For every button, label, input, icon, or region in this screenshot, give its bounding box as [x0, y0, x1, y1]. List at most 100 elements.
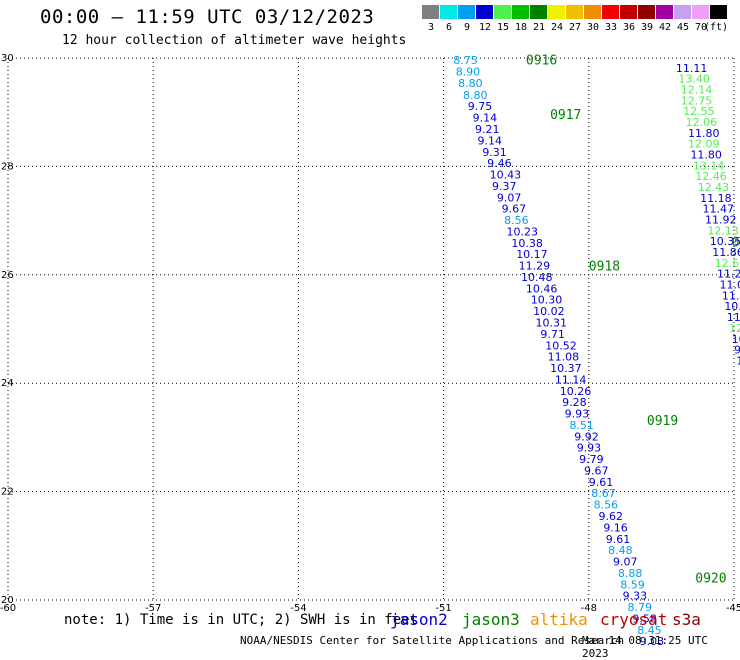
time-label: 0917 [550, 108, 581, 123]
x-tick-label: -60 [0, 603, 16, 614]
wave-height-value: 10.38 [511, 237, 543, 250]
legend-label: 9 [463, 22, 471, 33]
legend-swatch [656, 5, 673, 19]
sat-cryosat-label: cryosat [600, 610, 668, 629]
wave-height-value: 8.67 [591, 487, 616, 500]
wave-height-value: 9.93 [577, 442, 602, 455]
wave-height-value: 11.86 [712, 246, 740, 259]
legend-label: 45 [676, 22, 690, 33]
wave-height-value: 9.79 [579, 453, 604, 466]
y-tick-label: 24 [1, 378, 14, 389]
wave-height-value: 12.55 [683, 105, 715, 118]
wave-height-value: 12.09 [688, 138, 720, 151]
wave-height-value: 11.14 [555, 373, 587, 386]
time-label: 0 [732, 235, 740, 250]
wave-height-value: 9.46 [487, 157, 512, 170]
wave-height-value: 9.14 [473, 112, 498, 125]
legend-unit: (ft) [703, 22, 729, 33]
legend-label: 12 [478, 22, 492, 33]
wave-height-value: 10.43 [490, 169, 521, 182]
wave-height-value: 10.02 [533, 305, 565, 318]
wave-height-value: 12.06 [686, 116, 718, 129]
wave-height-value: 12.46 [695, 170, 727, 183]
time-label: 0916 [526, 54, 557, 69]
legend-swatch [602, 5, 619, 19]
legend-label: 15 [496, 22, 510, 33]
wave-height-value: 8.51 [569, 419, 594, 432]
y-tick-label: 30 [1, 53, 14, 64]
legend-swatch [620, 5, 637, 19]
x-tick-label: -57 [145, 603, 161, 614]
wave-height-value: 9.92 [574, 430, 599, 443]
time-label: 0919 [647, 414, 678, 429]
timestamp-text: Mar 14 08:31:25 UTC 2023 [582, 634, 708, 660]
wave-height-value: 11.80 [690, 148, 722, 161]
wave-height-value: 11.18 [700, 192, 732, 205]
wave-height-value: 11.92 [705, 214, 737, 227]
wave-height-value: 12. [729, 322, 740, 335]
wave-height-value: 12.75 [681, 94, 713, 107]
wave-height-value: 10.46 [526, 282, 558, 295]
wave-height-value: 9.14 [477, 134, 502, 147]
legend-swatch [638, 5, 655, 19]
wave-height-value: 9.37 [492, 180, 517, 193]
wave-height-value: 13.14 [693, 159, 725, 172]
legend-label: 30 [586, 22, 600, 33]
wave-height-value: 9.67 [584, 464, 609, 477]
time-label: 0918 [589, 260, 620, 275]
wave-height-value: 9.58 [632, 612, 657, 625]
legend-label: 21 [532, 22, 546, 33]
wave-height-value: 11.4 [722, 289, 740, 302]
wave-height-value: 12.13 [707, 224, 739, 237]
wave-height-value: 10 [732, 333, 740, 346]
footer-note: note: 1) Time is in UTC; 2) SWH is in fe… [64, 612, 419, 628]
wave-height-value: 10.30 [531, 294, 563, 307]
wave-height-value: 12.43 [698, 181, 730, 194]
legend-label: 70 [694, 22, 708, 33]
legend-swatch [548, 5, 565, 19]
x-tick-label: -54 [290, 603, 306, 614]
wave-height-value: 9.16 [603, 521, 628, 534]
wave-height-value: 11.05 [719, 279, 740, 292]
sat-s3a-label: s3a [672, 610, 701, 629]
wave-height-value: 8.45 [637, 624, 662, 637]
wave-height-value: 9.62 [598, 510, 623, 523]
page-title: 00:00 – 11:59 UTC 03/12/2023 [40, 6, 375, 28]
wave-height-value: 10.52 [545, 339, 577, 352]
wave-height-value: 10.26 [560, 385, 592, 398]
wave-height-value: 9.21 [475, 123, 500, 136]
wave-height-value: 11.0 [727, 311, 740, 324]
legend-swatch [710, 5, 727, 19]
sat-jason3-label: jason3 [462, 610, 520, 629]
legend-label: 39 [640, 22, 654, 33]
legend-label: 24 [550, 22, 564, 33]
wave-height-value: 9.75 [468, 100, 493, 113]
wave-height-value: 8.48 [608, 544, 633, 557]
wave-height-value: 12.68 [715, 257, 740, 270]
wave-height-value: 10.8 [724, 300, 740, 313]
wave-height-value: 10.35 [710, 235, 740, 248]
x-tick-label: -45 [726, 603, 740, 614]
wave-height-value: 11.08 [548, 351, 580, 364]
wave-height-value: 9 [734, 344, 740, 357]
legend-swatch [494, 5, 511, 19]
wave-height-value: 8.59 [620, 578, 645, 591]
legend-swatch [566, 5, 583, 19]
legend-label: 33 [604, 22, 618, 33]
sat-jason2-label: jason2 [390, 610, 448, 629]
wave-height-value: 11.11 [676, 62, 708, 75]
wave-height-value: 8.88 [618, 567, 643, 580]
wave-height-value: 10.31 [536, 316, 568, 329]
legend-label: 6 [445, 22, 453, 33]
wave-height-value: 9.67 [502, 203, 527, 216]
wave-height-value: 11.47 [703, 203, 735, 216]
wave-height-value: 11.20 [717, 268, 740, 281]
legend-label: 27 [568, 22, 582, 33]
wave-height-value: 8.90 [456, 66, 481, 79]
legend-swatch [674, 5, 691, 19]
wave-height-value: 10.23 [507, 225, 539, 238]
wave-height-value: 9.03 [640, 635, 665, 648]
y-tick-label: 20 [1, 595, 14, 606]
wave-height-value: 1 [736, 354, 740, 367]
